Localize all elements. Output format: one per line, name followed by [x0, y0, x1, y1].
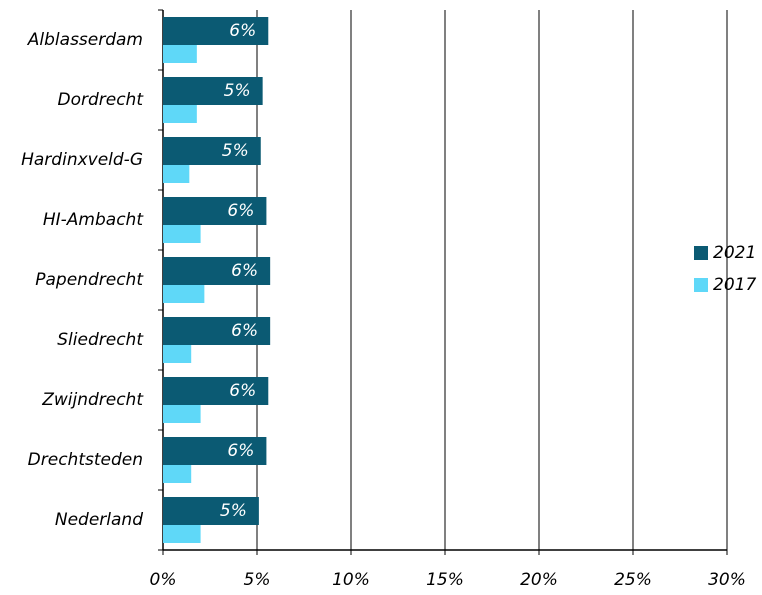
legend-swatch: [694, 246, 708, 260]
y-tick-label: Alblasserdam: [27, 30, 143, 50]
value-label: 5%: [222, 141, 249, 161]
legend-label: 2017: [713, 275, 756, 295]
legend-swatch: [694, 278, 708, 292]
value-label: 6%: [227, 201, 254, 221]
value-label: 6%: [231, 321, 258, 341]
bar: [163, 345, 192, 363]
x-tick-label: 30%: [708, 570, 746, 590]
x-tick-label: 10%: [332, 570, 370, 590]
y-tick-label: Papendrecht: [35, 270, 144, 290]
bar: [163, 77, 263, 105]
value-label: 5%: [224, 81, 251, 101]
value-label: 6%: [231, 261, 258, 281]
y-tick-label: Dordrecht: [57, 90, 144, 110]
bar: [163, 225, 201, 243]
value-label: 6%: [229, 21, 256, 41]
legend-label: 2021: [713, 243, 756, 263]
y-tick-label: Sliedrecht: [57, 330, 144, 350]
bar: [163, 437, 267, 465]
bar: [163, 285, 205, 303]
bar: [163, 197, 267, 225]
bar: [163, 137, 261, 165]
bar: [163, 165, 190, 183]
bar: [163, 377, 269, 405]
y-tick-label: Nederland: [55, 510, 143, 530]
bar: [163, 465, 192, 483]
bar: [163, 257, 271, 285]
bar: [163, 105, 197, 123]
value-label: 6%: [227, 441, 254, 461]
y-tick-label: HI-Ambacht: [43, 210, 144, 230]
x-tick-label: 20%: [520, 570, 558, 590]
bar: [163, 525, 201, 543]
bar: [163, 497, 259, 525]
x-tick-label: 25%: [614, 570, 652, 590]
bar: [163, 317, 271, 345]
value-label: 6%: [229, 381, 256, 401]
bar: [163, 17, 269, 45]
x-tick-label: 0%: [150, 570, 177, 590]
value-label: 5%: [220, 501, 247, 521]
x-tick-label: 15%: [426, 570, 464, 590]
y-tick-label: Zwijndrecht: [41, 390, 144, 410]
bar: [163, 405, 201, 423]
y-tick-label: Drechtsteden: [28, 450, 143, 470]
bar: [163, 45, 197, 63]
x-tick-label: 5%: [244, 570, 271, 590]
y-tick-label: Hardinxveld-G: [21, 150, 143, 170]
